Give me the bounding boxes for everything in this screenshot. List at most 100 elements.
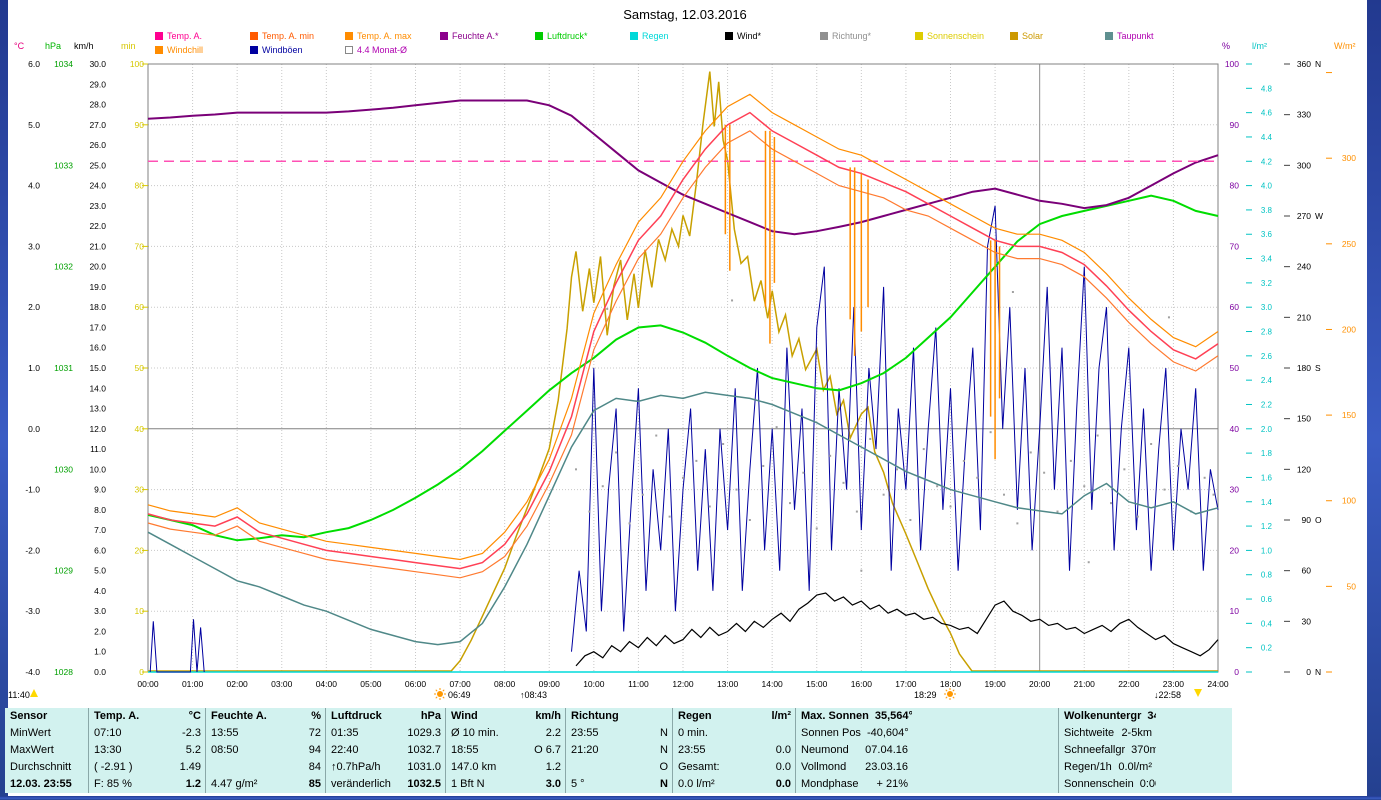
svg-text:24:00: 24:00 <box>1207 679 1229 689</box>
table-row: 18:55 O 6.7 <box>446 742 565 759</box>
svg-text:12:00: 12:00 <box>672 679 694 689</box>
legend-swatch-icon <box>535 32 543 40</box>
table-row-label: 12.03. 23:55 <box>10 778 72 790</box>
svg-text:300: 300 <box>1297 160 1311 170</box>
table-column-luftdruck: Luftdruck hPa 01:35 1029.3 22:40 1032.7 ↑0.7hP… <box>325 708 445 793</box>
svg-text:40: 40 <box>1230 424 1240 434</box>
svg-text:4.4: 4.4 <box>1261 133 1273 142</box>
table-row: Schneefallgr 370m <box>1059 742 1156 759</box>
svg-text:-3.0: -3.0 <box>25 606 40 616</box>
table-cell-value: N <box>660 744 668 756</box>
svg-text:23.0: 23.0 <box>89 201 106 211</box>
svg-text:100: 100 <box>1225 59 1239 69</box>
svg-text:10:00: 10:00 <box>583 679 605 689</box>
svg-text:11.0: 11.0 <box>90 444 106 454</box>
svg-text:50: 50 <box>135 363 145 373</box>
svg-text:0: 0 <box>1234 667 1239 677</box>
table-cell-label: Ø 10 min. <box>451 727 499 739</box>
svg-text:0.6: 0.6 <box>1261 595 1273 604</box>
table-row: 147.0 km 1.2 <box>446 759 565 776</box>
legend-item-regen: Regen <box>630 31 669 41</box>
svg-text:0: 0 <box>139 667 144 677</box>
table-row: Wolkenuntergr 344m <box>1059 708 1156 725</box>
svg-text:30: 30 <box>1302 616 1312 626</box>
table-cell-label: Vollmond <box>801 761 847 773</box>
table-column-regen: Regen l/m² 0 min. 23:55 0.0 Gesamt: 0.0 0.0 l/m… <box>672 708 795 793</box>
table-cell-value: 23.03.16 <box>865 761 908 773</box>
svg-text:360: 360 <box>1297 59 1311 69</box>
table-row: veränderlich 1032.5 <box>326 776 445 793</box>
time-marker-08-43: ↑08:43 <box>520 690 547 700</box>
svg-text:9.0: 9.0 <box>94 485 106 495</box>
svg-text:18.0: 18.0 <box>89 302 106 312</box>
table-row: Sichtweite 2-5km <box>1059 725 1156 742</box>
svg-text:28.0: 28.0 <box>89 100 106 110</box>
table-cell-label: 01:35 <box>331 727 359 739</box>
svg-text:1.8: 1.8 <box>1261 449 1273 458</box>
table-cell-label: Feuchte A. <box>211 710 267 722</box>
svg-text:100: 100 <box>130 59 144 69</box>
table-cell-value: 07.04.16 <box>865 744 908 756</box>
table-cell-label: 21:20 <box>571 744 599 756</box>
legend-swatch-icon <box>250 32 258 40</box>
time-markers: 11:40 06:49 ↑08:43 18:29 ↓22:58 <box>8 688 1202 700</box>
legend-label: Taupunkt <box>1117 31 1154 41</box>
table-row: Max. Sonnen 35,564° <box>796 708 912 725</box>
svg-text:60: 60 <box>1302 566 1312 576</box>
up-triangle-icon <box>30 689 38 697</box>
legend-item-luftdruck: Luftdruck* <box>535 31 588 41</box>
svg-text:1.4: 1.4 <box>1261 498 1273 507</box>
table-row: 01:35 1029.3 <box>326 725 445 742</box>
table-cell-label: Mondphase <box>801 778 859 790</box>
svg-text:0.4: 0.4 <box>1261 619 1273 628</box>
legend-label: Temp. A. <box>167 31 203 41</box>
series-temp-min <box>147 130 1219 579</box>
svg-text:2.0: 2.0 <box>28 302 40 312</box>
table-row: 08:50 94 <box>206 742 325 759</box>
svg-text:2.6: 2.6 <box>1261 352 1273 361</box>
series-gusts <box>571 205 1219 652</box>
svg-text:-4.0: -4.0 <box>25 667 40 677</box>
svg-text:4.0: 4.0 <box>94 586 106 596</box>
svg-text:1033: 1033 <box>54 160 73 170</box>
table-cell-value: l/m² <box>771 710 791 722</box>
svg-text:2.8: 2.8 <box>1261 328 1273 337</box>
svg-text:0.8: 0.8 <box>1261 571 1273 580</box>
svg-text:08:00: 08:00 <box>494 679 516 689</box>
legend-label: Feuchte A.* <box>452 31 499 41</box>
table-row: Ø 10 min. 2.2 <box>446 725 565 742</box>
series-pressure <box>147 194 1219 542</box>
table-cell-value: N <box>660 778 668 790</box>
svg-text:km/h: km/h <box>74 41 94 51</box>
chart-legend: Temp. A. Temp. A. min Temp. A. max Feuchte … <box>0 0 1381 60</box>
svg-text:2.2: 2.2 <box>1261 400 1273 409</box>
table-cell-value: 344m <box>1147 710 1156 722</box>
table-row: 23:55 0.0 <box>673 742 795 759</box>
table-cell-value: 1.2 <box>185 778 201 790</box>
svg-text:hPa: hPa <box>45 41 61 51</box>
table-cell-value: hPa <box>420 710 441 722</box>
svg-text:15.0: 15.0 <box>89 363 106 373</box>
svg-text:180: 180 <box>1297 363 1311 373</box>
svg-text:22:00: 22:00 <box>1118 679 1140 689</box>
legend-swatch-icon <box>155 32 163 40</box>
svg-text:120: 120 <box>1297 464 1311 474</box>
table-cell-label: 23:55 <box>678 744 706 756</box>
table-row: 13:55 72 <box>206 725 325 742</box>
weather-chart: °C -4.0 -3.0 -2.0 -1.0 0.0 1.0 2.0 3.0 4.0 5.0 6.0 h… <box>8 41 1356 700</box>
table-row-label: MinWert <box>10 727 51 739</box>
legend-label: Sonnenschein <box>927 31 985 41</box>
legend-swatch-icon <box>725 32 733 40</box>
table-cell-value: 2-5km <box>1121 727 1152 739</box>
series-wind <box>575 592 1219 667</box>
table-row: Vollmond 23.03.16 <box>796 759 912 776</box>
svg-text:10: 10 <box>135 606 145 616</box>
table-cell-label: Sonnenschein <box>1064 778 1134 790</box>
svg-text:18:00: 18:00 <box>940 679 962 689</box>
table-cell-value: N <box>660 727 668 739</box>
svg-text:150: 150 <box>1342 410 1356 420</box>
svg-text:11:40: 11:40 <box>8 690 30 700</box>
table-column-feuchte-a: Feuchte A.% 13:55 72 08:50 94 84 4.47 g/m² 85 <box>205 708 325 793</box>
svg-text:3.2: 3.2 <box>1261 279 1273 288</box>
legend-label: Luftdruck* <box>547 31 588 41</box>
